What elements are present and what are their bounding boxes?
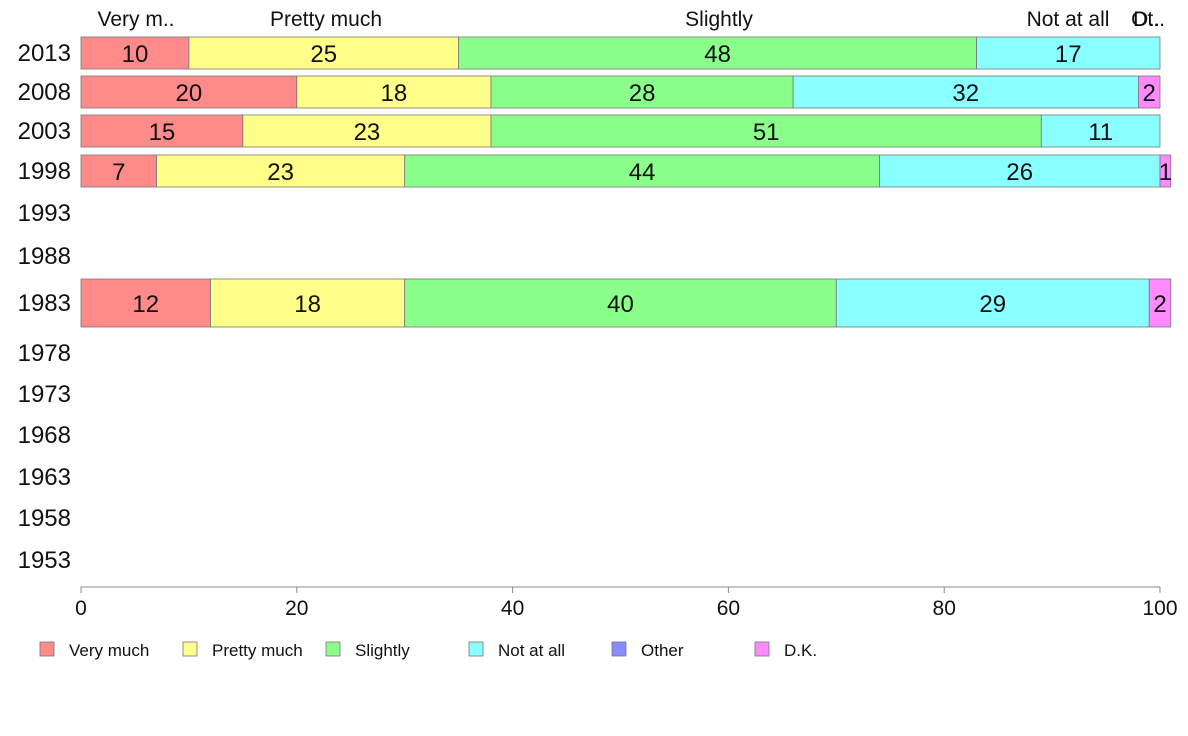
bar-segment xyxy=(1040,114,1161,148)
bar-value-label: 1 xyxy=(1159,159,1172,186)
bar-value-label: 18 xyxy=(294,291,321,318)
legend-item: Other xyxy=(611,641,684,660)
bar-segment xyxy=(80,278,211,328)
column-header-labels: Very m.. Pretty much Slightly Not at all Ot.… xyxy=(97,8,1164,31)
bar-segment xyxy=(188,36,460,70)
bar-segment xyxy=(1148,278,1172,328)
legend-label: Slightly xyxy=(355,641,410,660)
x-tick-label: 100 xyxy=(1142,597,1177,620)
year-label: 1988 xyxy=(18,243,71,270)
bars: 10 25 48 17 20 18 28 32 2 15 23 51 11 7 23 44 26 1 12 18 40 2… xyxy=(80,36,1172,328)
year-label: 1953 xyxy=(18,547,71,574)
bar-value-label: 2 xyxy=(1143,80,1156,107)
bar-segment xyxy=(80,114,244,148)
bar-row: 7 23 44 26 1 xyxy=(80,154,1172,188)
x-tick-label: 40 xyxy=(501,597,524,620)
bar-segment xyxy=(490,114,1042,148)
legend-swatch xyxy=(611,641,627,657)
bar-segment xyxy=(1159,154,1172,188)
bar-segment xyxy=(242,114,492,148)
bar-value-label: 23 xyxy=(267,159,294,186)
legend-label: Other xyxy=(641,641,684,660)
bar-value-label: 17 xyxy=(1055,41,1082,68)
bar-value-label: 44 xyxy=(629,159,656,186)
legend-item: Slightly xyxy=(325,641,410,660)
bar-row: 15 23 51 11 xyxy=(80,114,1161,148)
bar-segment xyxy=(879,154,1161,188)
legend-label: D.K. xyxy=(784,641,817,660)
column-header-label: Pretty much xyxy=(270,8,382,31)
year-label: 1963 xyxy=(18,464,71,491)
x-tick-label: 20 xyxy=(285,597,308,620)
year-label: 2013 xyxy=(18,40,71,67)
legend-swatch xyxy=(325,641,341,657)
year-label: 1998 xyxy=(18,158,71,185)
legend-item: Very much xyxy=(39,641,149,660)
bar-row: 20 18 28 32 2 xyxy=(80,75,1161,109)
bar-segment xyxy=(835,278,1150,328)
column-header-label: D.. xyxy=(1133,8,1160,31)
legend-swatch xyxy=(39,641,55,657)
bar-value-label: 12 xyxy=(132,291,159,318)
bar-value-label: 18 xyxy=(381,80,408,107)
legend-label: Not at all xyxy=(498,641,565,660)
year-label: 2008 xyxy=(18,79,71,106)
x-tick-label: 80 xyxy=(933,597,956,620)
legend-swatch xyxy=(754,641,770,657)
column-header-label: Slightly xyxy=(685,8,753,31)
year-axis-labels: 2013 2008 2003 1998 1993 1988 1983 1978 1973 1968… xyxy=(18,40,71,574)
legend: Very much Pretty much Slightly Not at all Ot… xyxy=(39,641,817,660)
bar-value-label: 32 xyxy=(952,80,979,107)
bar-value-label: 10 xyxy=(122,41,149,68)
x-axis: 0 20 40 60 80 100 xyxy=(75,586,1178,620)
bar-segment xyxy=(792,75,1139,109)
year-label: 1958 xyxy=(18,505,71,532)
legend-label: Very much xyxy=(69,641,149,660)
bar-segment xyxy=(404,278,837,328)
bar-value-label: 51 xyxy=(753,119,780,146)
bar-value-label: 15 xyxy=(149,119,176,146)
bar-value-label: 11 xyxy=(1088,119,1113,146)
bar-value-label: 28 xyxy=(629,80,656,107)
year-label: 1973 xyxy=(18,381,71,408)
legend-swatch xyxy=(468,641,484,657)
bar-value-label: 29 xyxy=(979,291,1006,318)
bar-value-label: 7 xyxy=(112,159,125,186)
year-label: 1978 xyxy=(18,340,71,367)
bar-value-label: 25 xyxy=(310,41,337,68)
legend-label: Pretty much xyxy=(212,641,303,660)
column-header-label: Ot.. xyxy=(1131,8,1165,31)
legend-item: D.K. xyxy=(754,641,817,660)
x-tick-label: 0 xyxy=(75,597,87,620)
bar-value-label: 48 xyxy=(704,41,731,68)
column-header-label: Not at all xyxy=(1027,8,1110,31)
year-label: 2003 xyxy=(18,118,71,145)
legend-swatch xyxy=(182,641,198,657)
bar-segment xyxy=(490,75,794,109)
year-label: 1993 xyxy=(18,200,71,227)
bar-segment xyxy=(80,75,298,109)
bar-segment xyxy=(296,75,492,109)
bar-value-label: 20 xyxy=(176,80,203,107)
column-header-label: Very m.. xyxy=(97,8,174,31)
x-tick-label: 60 xyxy=(717,597,740,620)
bar-segment xyxy=(156,154,406,188)
year-label: 1968 xyxy=(18,422,71,449)
year-label: 1983 xyxy=(18,290,71,317)
bar-value-label: 40 xyxy=(607,291,634,318)
bar-value-label: 23 xyxy=(354,119,381,146)
bar-value-label: 26 xyxy=(1006,159,1033,186)
bar-value-label: 2 xyxy=(1153,291,1166,318)
legend-item: Not at all xyxy=(468,641,565,660)
bar-segment xyxy=(976,36,1161,70)
bar-row: 12 18 40 29 2 xyxy=(80,278,1172,328)
legend-item: Pretty much xyxy=(182,641,303,660)
bar-segment xyxy=(1138,75,1161,109)
bar-row: 10 25 48 17 xyxy=(80,36,1161,70)
bar-segment xyxy=(404,154,880,188)
